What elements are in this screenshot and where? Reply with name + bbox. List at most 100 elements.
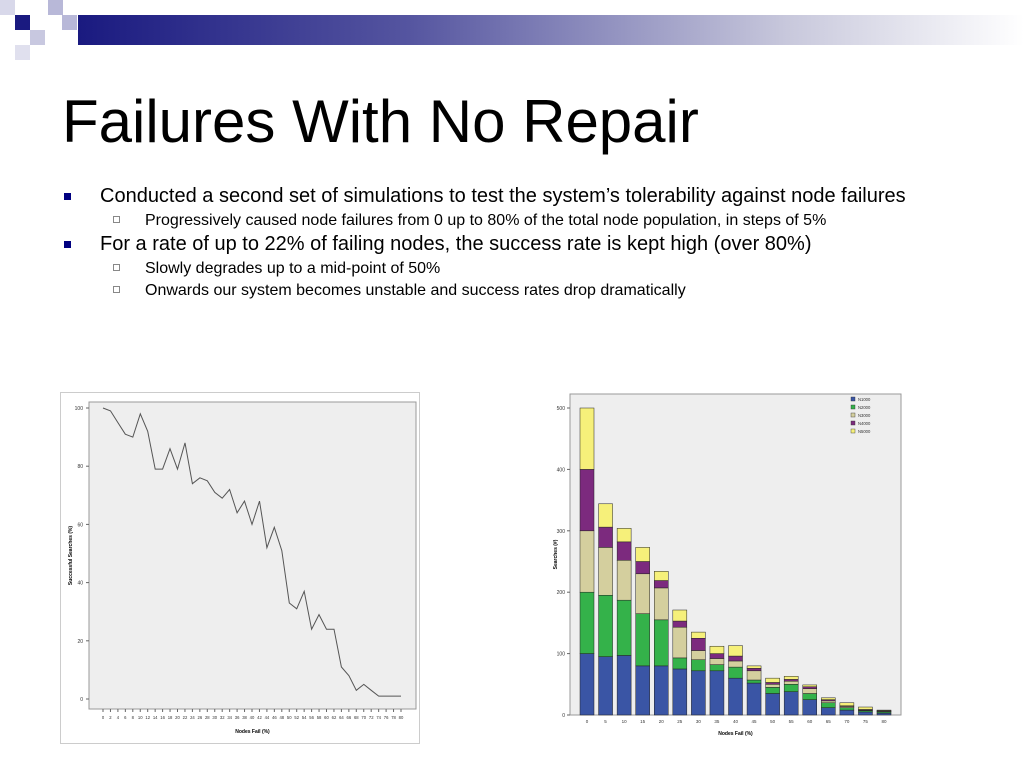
bar-segment-n5000 [691, 631, 706, 639]
bar-segment-n1000 [598, 656, 613, 716]
x-tick-label: 5 [604, 719, 607, 724]
x-tick-label: 8 [132, 715, 135, 720]
x-tick-label: 52 [294, 715, 299, 720]
bar-segment-n2000 [654, 619, 669, 667]
stacked-bar-chart: 0 100 200 300 400 500 0 5 10 15 20 25 30 35 40 45 50 55 60… [553, 393, 902, 737]
bar-segment-n3000 [783, 680, 799, 685]
x-tick-label: 45 [752, 719, 758, 724]
x-tick-label: 22 [183, 715, 188, 720]
x-tick-label: 25 [677, 719, 683, 724]
x-tick-label: 58 [317, 715, 322, 720]
bar-segment-n2000 [728, 666, 743, 679]
x-tick-label: 20 [175, 715, 180, 720]
bar-segment-n3000 [579, 530, 595, 593]
x-tick-label: 42 [257, 715, 262, 720]
x-axis-label: Nodes Fail (%) [235, 729, 270, 735]
bar-segment-n1000 [691, 670, 706, 716]
x-tick-label: 80 [399, 715, 404, 720]
bar-segment-n4000 [635, 561, 650, 575]
bullet-1-sub-1: Progressively caused node failures from … [62, 211, 964, 230]
bar-segment-n2000 [579, 591, 595, 654]
bar-segment-n3000 [616, 560, 632, 601]
bullet-1: Conducted a second set of simulations to… [62, 185, 964, 207]
x-tick-label: 40 [733, 719, 739, 724]
bar-segment-n3000 [672, 626, 688, 659]
x-tick-label: 2 [109, 715, 112, 720]
x-tick-label: 34 [227, 715, 232, 720]
legend-swatch-n4000 [850, 420, 856, 426]
legend-swatch-n1000 [850, 396, 856, 402]
y-tick-label: 200 [557, 590, 566, 596]
x-tick-label: 40 [250, 715, 255, 720]
bar-segment-n1000 [858, 711, 873, 716]
bar-segment-n5000 [616, 528, 632, 543]
bullet-list: Conducted a second set of simulations to… [62, 185, 964, 303]
plot-area [88, 401, 417, 710]
bar-segment-n2000 [691, 659, 706, 672]
x-tick-label: 16 [160, 715, 165, 720]
bar-segment-n1000 [672, 668, 688, 716]
bar-segment-n5000 [821, 697, 836, 700]
bar-segment-n5000 [654, 571, 669, 581]
bar-segment-n2000 [635, 613, 650, 667]
legend-swatch-n3000 [850, 412, 856, 418]
y-axis-label: Successful Searches (%) [68, 526, 74, 586]
x-tick-label: 0 [102, 715, 105, 720]
x-tick-label: 62 [332, 715, 337, 720]
bar-segment-n3000 [654, 587, 669, 621]
x-tick-label: 30 [696, 719, 702, 724]
x-tick-label: 44 [265, 715, 270, 720]
bar-segment-n4000 [672, 620, 688, 628]
bar-segment-n4000 [598, 526, 613, 548]
slide-title: Failures With No Repair [62, 88, 699, 155]
bar-segment-n4000 [709, 653, 725, 659]
x-tick-label: 20 [659, 719, 665, 724]
bar-segment-n2000 [746, 679, 762, 684]
x-tick-label: 55 [789, 719, 795, 724]
bar-segment-n3000 [709, 658, 725, 665]
bar-segment-n5000 [728, 645, 743, 657]
legend-label-n3000: N3000 [858, 413, 871, 418]
legend-label-n2000: N2000 [858, 405, 871, 410]
bullet-2: For a rate of up to 22% of failing nodes… [62, 233, 964, 255]
bar-segment-n1000 [635, 665, 650, 716]
x-tick-label: 15 [640, 719, 646, 724]
x-tick-label: 74 [376, 715, 381, 720]
x-tick-label: 10 [138, 715, 143, 720]
x-tick-label: 26 [198, 715, 203, 720]
bar-segment-n3000 [802, 688, 817, 694]
x-tick-label: 18 [168, 715, 173, 720]
x-tick-label: 46 [272, 715, 277, 720]
bar-segment-n2000 [672, 657, 688, 670]
y-tick-label: 100 [557, 652, 566, 658]
x-tick-label: 50 [770, 719, 776, 724]
bar-segment-n4000 [728, 655, 743, 662]
bar-segment-n5000 [765, 677, 780, 683]
x-tick-label: 80 [881, 719, 887, 724]
x-tick-label: 66 [347, 715, 352, 720]
bar-segment-n2000 [598, 595, 613, 657]
legend-label-n4000: N4000 [858, 421, 871, 426]
x-tick-label: 70 [844, 719, 850, 724]
bar-segment-n1000 [839, 709, 855, 716]
x-tick-label: 28 [205, 715, 210, 720]
bar-segment-n3000 [821, 700, 836, 703]
y-axis-label: Searches (#) [553, 539, 559, 569]
y-tick-label: 0 [562, 713, 565, 719]
bullet-2-sub-2: Onwards our system becomes unstable and … [62, 281, 964, 300]
bar-segment-n1000 [616, 655, 632, 716]
x-tick-label: 60 [807, 719, 813, 724]
x-tick-label: 70 [361, 715, 366, 720]
y-tick-label: 80 [77, 464, 83, 470]
x-tick-label: 0 [586, 719, 589, 724]
x-tick-label: 64 [339, 715, 344, 720]
bar-segment-n4000 [765, 682, 780, 685]
bar-segment-n2000 [709, 664, 725, 672]
x-tick-label: 4 [117, 715, 120, 720]
bar-segment-n3000 [746, 670, 762, 681]
bar-segment-n5000 [783, 676, 799, 680]
bar-segment-n5000 [746, 665, 762, 669]
bar-segment-n4000 [783, 679, 799, 682]
legend-swatch-n5000 [850, 428, 856, 434]
